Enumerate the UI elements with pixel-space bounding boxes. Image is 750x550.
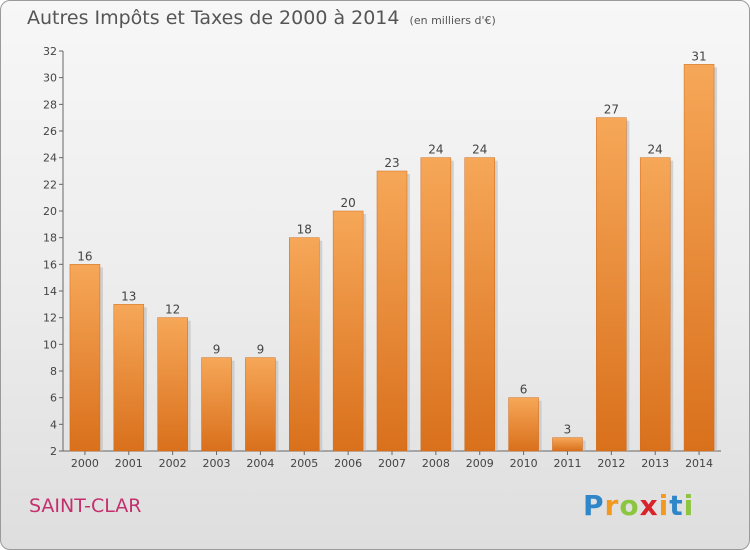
value-label-2011: 3	[564, 423, 572, 437]
chart-title: Autres Impôts et Taxes de 2000 à 2014 (e…	[27, 7, 496, 29]
bar-2008	[420, 157, 452, 452]
bar-2012	[596, 117, 627, 452]
y-tick-label: 20	[43, 205, 57, 218]
place-name: SAINT-CLAR	[29, 495, 142, 517]
bar-2003	[201, 357, 232, 452]
value-label-2001: 13	[121, 289, 136, 303]
logo-letter: P	[583, 489, 605, 522]
value-label-2013: 24	[648, 143, 663, 157]
x-tick-label-2009: 2009	[466, 457, 494, 470]
value-label-2008: 24	[428, 143, 443, 157]
logo-letter: r	[604, 489, 620, 522]
x-tick-label-2002: 2002	[159, 457, 187, 470]
value-label-2006: 20	[340, 196, 355, 210]
y-tick-label: 18	[43, 232, 57, 245]
y-tick-label: 30	[43, 72, 57, 85]
proxiti-logo: Proxiti	[583, 489, 694, 522]
x-tick-label-2006: 2006	[334, 457, 362, 470]
bar-2004	[245, 357, 276, 452]
x-tick-label-2000: 2000	[71, 457, 99, 470]
x-tick-label-2010: 2010	[510, 457, 538, 470]
logo-letter: x	[639, 489, 659, 522]
x-tick-label-2004: 2004	[246, 457, 274, 470]
bar-2014	[683, 64, 715, 452]
logo-letter: i	[683, 489, 695, 522]
y-tick-label: 28	[43, 98, 57, 111]
value-label-2007: 23	[384, 156, 399, 170]
logo-letter: o	[619, 489, 640, 522]
bar-2001	[113, 304, 145, 452]
bar-2009	[464, 157, 495, 452]
value-label-2012: 27	[604, 103, 619, 117]
y-tick-label: 14	[43, 285, 57, 298]
bar-2011	[552, 437, 583, 452]
y-tick-label: 2	[50, 445, 57, 458]
x-tick-label-2003: 2003	[203, 457, 231, 470]
value-label-2005: 18	[297, 223, 312, 237]
chart-subtitle: (en milliers d'€)	[409, 14, 496, 27]
value-label-2009: 24	[472, 143, 487, 157]
logo-letter: i	[658, 489, 670, 522]
x-tick-label-2005: 2005	[290, 457, 318, 470]
value-label-2003: 9	[213, 343, 221, 357]
y-tick-label: 16	[43, 258, 57, 271]
x-tick-label-2008: 2008	[422, 457, 450, 470]
x-tick-label-2014: 2014	[685, 457, 713, 470]
bar-2006	[332, 210, 364, 452]
bar-2013	[639, 157, 671, 452]
value-label-2002: 12	[165, 303, 180, 317]
chart-title-text: Autres Impôts et Taxes de 2000 à 2014	[27, 7, 400, 29]
y-tick-label: 6	[50, 392, 57, 405]
x-tick-label-2007: 2007	[378, 457, 406, 470]
y-tick-label: 32	[43, 45, 57, 58]
value-label-2000: 16	[77, 249, 92, 263]
y-tick-label: 26	[43, 125, 57, 138]
bar-2005	[289, 237, 320, 452]
y-tick-label: 4	[50, 418, 57, 431]
value-label-2014: 31	[691, 49, 706, 63]
logo-letter: t	[669, 489, 684, 522]
bar-2000	[69, 264, 101, 452]
y-tick-label: 22	[43, 178, 57, 191]
y-tick-label: 8	[50, 365, 57, 378]
value-label-2010: 6	[520, 383, 528, 397]
y-tick-label: 24	[43, 152, 57, 165]
value-label-2004: 9	[257, 343, 265, 357]
y-tick-label: 12	[43, 312, 57, 325]
x-tick-label-2001: 2001	[115, 457, 143, 470]
bar-2007	[376, 170, 408, 452]
x-tick-label-2013: 2013	[641, 457, 669, 470]
bar-2010	[508, 397, 539, 452]
x-tick-label-2011: 2011	[553, 457, 581, 470]
x-tick-label-2012: 2012	[597, 457, 625, 470]
y-tick-label: 10	[43, 338, 57, 351]
bar-2002	[157, 317, 188, 452]
